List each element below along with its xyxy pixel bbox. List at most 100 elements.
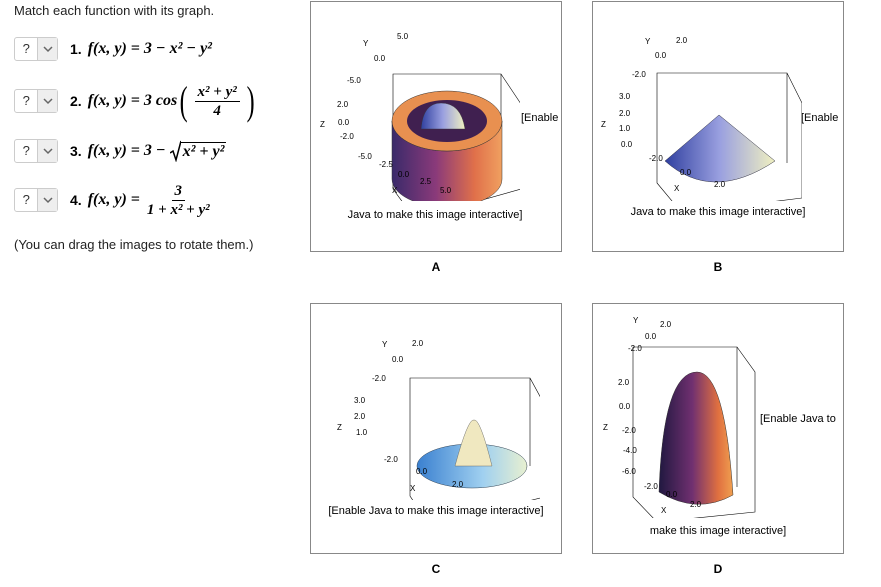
surface: [632, 346, 756, 518]
answer-select[interactable]: ?: [14, 89, 58, 113]
axis-label: 2.5: [420, 177, 432, 186]
axis-label: Y: [363, 39, 369, 48]
graph-panel: Y 2.00.0-2.03.02.0Z 1.00.0-2.00.0X 2.0[Enab…: [592, 1, 844, 274]
graph-panel: Y 2.00.0-2.02.00.0Z -2.0-4.0-6.0-2.00.0X2.…: [592, 303, 844, 576]
axis-label: 0.0: [338, 118, 350, 127]
graph-caption: Java to make this image interactive]: [631, 206, 806, 218]
graph-image[interactable]: [632, 346, 756, 522]
denominator: 1 + x² + y²: [146, 201, 210, 218]
formula-text: f(x, y) =: [87, 191, 140, 208]
formula: f(x, y) = 3 cos(x² + y² 4): [88, 81, 257, 121]
graph-image[interactable]: [409, 377, 548, 526]
axis-label: -2.0: [628, 344, 642, 353]
axis-label: 0.0: [666, 490, 678, 499]
graph-image[interactable]: [391, 73, 521, 219]
enable-java-text: [Enable: [521, 112, 558, 124]
axis-label: 0.0: [655, 51, 667, 60]
paren: ): [246, 78, 255, 123]
axis-label: Z: [601, 120, 606, 129]
axis-label: 2.0: [660, 320, 672, 329]
enable-java-text: [Enable: [801, 112, 838, 124]
formula: f(x, y) = 3 1 + x² + y²: [88, 182, 217, 219]
chevron: [43, 147, 53, 154]
axis-label: X: [410, 484, 416, 493]
answer-select[interactable]: ?: [14, 37, 58, 61]
select-value: ?: [22, 143, 30, 158]
axis-label: 5.0: [440, 186, 452, 195]
axis-label: Y: [645, 37, 651, 46]
formula: f(x, y) = 3 − x² + y²: [88, 140, 227, 162]
graph-letter: A: [432, 260, 441, 274]
paren: (: [179, 78, 188, 123]
surface: [391, 73, 520, 201]
axis-label: 2.0: [690, 500, 702, 509]
axis-label: Z: [603, 423, 608, 432]
axis-label: 2.0: [354, 412, 366, 421]
axis-label: Y: [633, 316, 639, 325]
select-arrow: [37, 140, 57, 162]
select-value: ?: [22, 93, 30, 108]
graph-caption: Java to make this image interactive]: [348, 209, 523, 221]
surface: [409, 377, 540, 500]
axis-label: -2.0: [622, 426, 636, 435]
radical: [169, 140, 181, 162]
chevron: [43, 196, 53, 203]
graph-caption: [Enable Java to make this image interact…: [328, 505, 543, 517]
select-arrow: [37, 189, 57, 211]
axis-label: 0.0: [416, 467, 428, 476]
question-number: 4.: [70, 192, 82, 208]
axis-label: 1.0: [619, 124, 631, 133]
graph-letter: B: [714, 260, 723, 274]
formula-text: f(x, y) = 3 cos: [87, 92, 178, 109]
note: (You can drag the images to rotate them.…: [14, 237, 254, 252]
select-value: ?: [22, 41, 30, 56]
answer-select[interactable]: ?: [14, 188, 58, 212]
axis-label: 5.0: [397, 32, 409, 41]
question-number: 2.: [70, 93, 82, 109]
axis-label: -6.0: [622, 467, 636, 476]
question-number: 1.: [70, 41, 82, 57]
graph-panel: Y 2.00.0-2.03.02.0Z1.0-2.00.0X 2.0[Enable …: [310, 303, 562, 576]
axis-label: -2.0: [632, 70, 646, 79]
instructions: Match each function with its graph.: [14, 3, 215, 18]
axis-label: 0.0: [645, 332, 657, 341]
question: ? 4. f(x, y) = 3 1 + x² + y²: [14, 183, 217, 218]
axis-label: -2.0: [649, 154, 663, 163]
axis-label: 0.0: [398, 170, 410, 179]
formula-text: f(x, y) = 3 −: [87, 142, 166, 159]
graph-letter: D: [714, 562, 723, 576]
axis-label: Z: [337, 423, 342, 432]
panel-border: [310, 303, 562, 554]
question: ? 1. f(x, y) = 3 − x² − y²: [14, 36, 212, 62]
axis-label: 0.0: [619, 402, 631, 411]
axis-label: -4.0: [623, 446, 637, 455]
axis-label: -2.0: [340, 132, 354, 141]
axis-label: 2.0: [618, 378, 630, 387]
graph-image[interactable]: [656, 72, 802, 213]
axis-label: 2.0: [714, 180, 726, 189]
chevron: [43, 45, 53, 52]
axis-label: 2.0: [337, 100, 349, 109]
select-arrow: [37, 90, 57, 112]
question: ? 2. f(x, y) = 3 cos(x² + y² 4): [14, 81, 257, 121]
axis-label: 0.0: [680, 168, 692, 177]
axis-label: X: [661, 506, 667, 515]
radicand: x² + y²: [180, 142, 227, 160]
axis-label: -2.0: [644, 482, 658, 491]
axis-label: 2.0: [619, 109, 631, 118]
select-arrow: [37, 38, 57, 60]
axis-label: 0.0: [374, 54, 386, 63]
answer-select[interactable]: ?: [14, 139, 58, 163]
axis-label: 3.0: [354, 396, 366, 405]
axis-label: 1.0: [356, 428, 368, 437]
axis-label: -5.0: [347, 76, 361, 85]
graph-panel: 5.0 Y 0.0 -5.0 2.0 Z 0.0 -2.0 -5.0 -2.5 0.0 2.5 5.0 X…: [310, 1, 562, 274]
question-number: 3.: [70, 143, 82, 159]
axis-label: Y: [382, 340, 388, 349]
graph-letter: C: [432, 562, 441, 576]
axis-label: 3.0: [619, 92, 631, 101]
question: ? 3. f(x, y) = 3 − x² + y²: [14, 138, 227, 164]
